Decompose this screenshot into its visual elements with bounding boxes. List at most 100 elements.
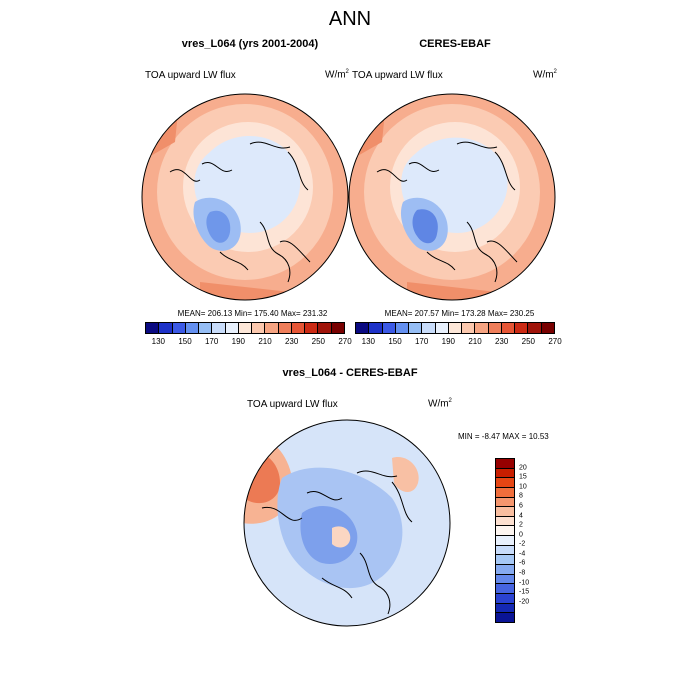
coastlines bbox=[261, 470, 413, 615]
map-border bbox=[141, 93, 349, 301]
colorbar-swatch bbox=[225, 323, 239, 333]
colorbar-tick-label: 150 bbox=[178, 337, 192, 346]
colorbar-tick-label: -2 bbox=[519, 540, 526, 548]
panel-2-title: CERES-EBAF bbox=[419, 38, 491, 50]
colorbar-tick-label: -15 bbox=[519, 588, 530, 596]
colorbar-swatch bbox=[528, 323, 542, 333]
colorbar-swatch bbox=[199, 323, 213, 333]
colorbar-swatch bbox=[496, 565, 514, 575]
panel-1-colorbar bbox=[145, 322, 345, 334]
cool-core-center bbox=[300, 505, 358, 564]
colorbar-tick-label: 20 bbox=[519, 464, 527, 472]
hotspot-bottom bbox=[200, 282, 290, 300]
colorbar-swatch bbox=[496, 555, 514, 566]
colorbar-swatch bbox=[496, 593, 514, 604]
colorbar-tick-label: 130 bbox=[151, 337, 166, 346]
colorbar-tick-label: 210 bbox=[258, 337, 272, 346]
colorbar-swatch bbox=[501, 323, 516, 333]
panel-2-colorbar bbox=[355, 322, 555, 334]
colorbar-swatch bbox=[159, 323, 173, 333]
colorbar-tick-label: -8 bbox=[519, 569, 526, 577]
panel-1-units: W/m2 bbox=[325, 69, 349, 81]
colorbar-tick-label: 4 bbox=[519, 512, 523, 520]
colorbar-tick-label: 2 bbox=[519, 521, 523, 529]
colorbar-tick-label: -4 bbox=[519, 550, 526, 558]
colorbar-swatch bbox=[496, 516, 514, 527]
panel-2-stats: MEAN= 207.57 Min= 173.28 Max= 230.25 bbox=[384, 309, 535, 318]
colorbar-swatch bbox=[278, 323, 292, 333]
colorbar-swatch bbox=[395, 323, 410, 333]
figure-title: ANN bbox=[328, 8, 372, 30]
colorbar-swatch bbox=[238, 323, 253, 333]
panel-3-variable-label: TOA upward LW flux bbox=[247, 399, 338, 410]
colorbar-swatch bbox=[331, 323, 344, 333]
colorbar-tick-label: 190 bbox=[231, 337, 246, 346]
colorbar-swatch bbox=[496, 507, 514, 517]
colorbar-swatch bbox=[462, 323, 476, 333]
greenland-core bbox=[412, 209, 438, 244]
panel-3-stats: MIN = -8.47 MAX = 10.53 bbox=[458, 432, 549, 441]
colorbar-tick-label: 250 bbox=[311, 337, 326, 346]
colorbar-swatch bbox=[496, 574, 514, 585]
colorbar-swatch bbox=[422, 323, 436, 333]
panel-1-title: vres_L064 (yrs 2001-2004) bbox=[181, 38, 319, 50]
colorbar-swatch bbox=[172, 323, 186, 333]
colorbar-swatch bbox=[496, 536, 514, 546]
map-border bbox=[348, 93, 556, 301]
colorbar-swatch bbox=[496, 478, 514, 488]
colorbar-swatch bbox=[496, 468, 514, 479]
warm-patch-right bbox=[392, 457, 419, 493]
colorbar-tick-label: 170 bbox=[414, 337, 429, 346]
colorbar-swatch bbox=[291, 323, 306, 333]
colorbar-swatch bbox=[475, 323, 489, 333]
panel-1-polar-map bbox=[141, 93, 349, 301]
panel-2-colorbar-ticks: 130 150 170 190 210 230 250 270 bbox=[355, 337, 562, 347]
colorbar-tick-label: 230 bbox=[284, 337, 299, 346]
panel-1-variable-label: TOA upward LW flux bbox=[145, 70, 236, 81]
colorbar-tick-label: 150 bbox=[388, 337, 402, 346]
colorbar-tick-label: 170 bbox=[204, 337, 219, 346]
colorbar-swatch bbox=[496, 497, 514, 508]
panel-2-variable-label: TOA upward LW flux bbox=[352, 70, 443, 81]
colorbar-swatch bbox=[305, 323, 319, 333]
colorbar-swatch bbox=[448, 323, 463, 333]
panel-3-title: vres_L064 - CERES-EBAF bbox=[282, 367, 418, 379]
colorbar-tick-label: 8 bbox=[519, 492, 523, 500]
coastlines bbox=[376, 141, 518, 283]
panel-1-stats: MEAN= 206.13 Min= 175.40 Max= 231.32 bbox=[177, 309, 328, 318]
colorbar-swatch bbox=[252, 323, 266, 333]
colorbar-tick-label: -6 bbox=[519, 559, 526, 567]
colorbar-swatch bbox=[185, 323, 200, 333]
colorbar-swatch bbox=[541, 323, 554, 333]
colorbar-swatch bbox=[496, 487, 514, 498]
colorbar-tick-label: 210 bbox=[468, 337, 482, 346]
colorbar-swatch bbox=[496, 545, 514, 556]
colorbar-tick-label: -10 bbox=[519, 579, 530, 587]
hotspot-bottom bbox=[407, 282, 497, 300]
panel-3-polar-map bbox=[243, 419, 451, 627]
colorbar-swatch bbox=[265, 323, 279, 333]
colorbar-swatch bbox=[382, 323, 396, 333]
colorbar-tick-label: 0 bbox=[519, 531, 523, 539]
panel-2-polar-map bbox=[348, 93, 556, 301]
colorbar-tick-label: 10 bbox=[519, 483, 527, 491]
panel-3-units: W/m2 bbox=[428, 398, 452, 410]
greenland-core bbox=[206, 210, 231, 243]
panel-1-colorbar-ticks: 130 150 170 190 210 230 250 270 bbox=[145, 337, 352, 347]
colorbar-swatch bbox=[212, 323, 226, 333]
colorbar-tick-label: 270 bbox=[338, 337, 352, 346]
map-border bbox=[243, 419, 451, 627]
coastlines bbox=[169, 141, 311, 283]
colorbar-tick-label: -20 bbox=[519, 598, 530, 606]
colorbar-swatch bbox=[435, 323, 449, 333]
colorbar-tick-label: 270 bbox=[548, 337, 562, 346]
colorbar-swatch bbox=[496, 584, 514, 594]
colorbar-tick-label: 250 bbox=[521, 337, 536, 346]
colorbar-swatch bbox=[318, 323, 332, 333]
colorbar-swatch bbox=[496, 613, 514, 622]
panel-3-colorbar bbox=[495, 458, 515, 623]
colorbar-swatch bbox=[515, 323, 529, 333]
colorbar-tick-label: 15 bbox=[519, 473, 527, 481]
colorbar-swatch bbox=[488, 323, 502, 333]
panel-2-units: W/m2 bbox=[533, 69, 557, 81]
